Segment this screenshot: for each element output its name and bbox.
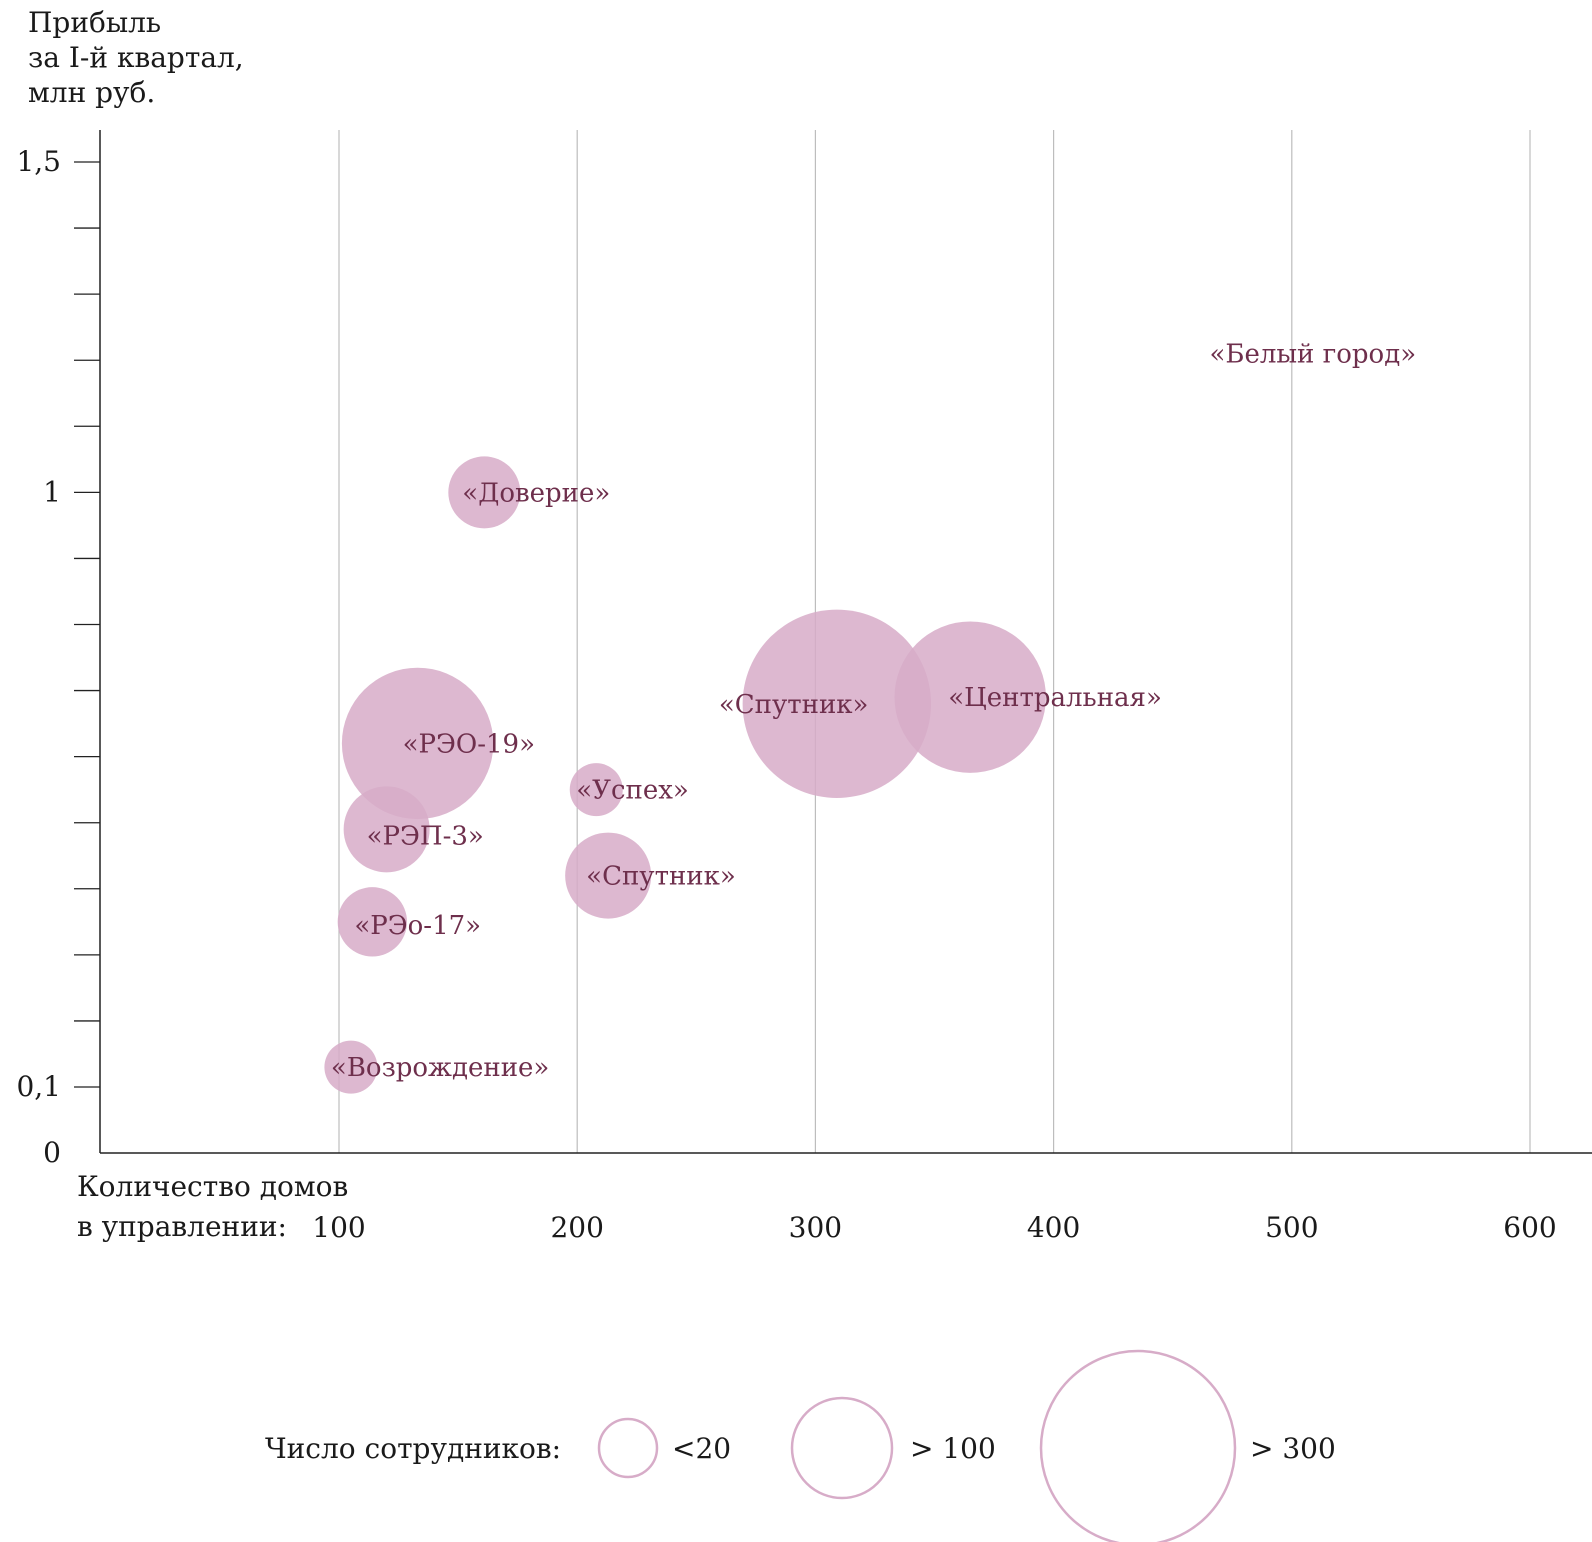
legend-label: > 300 <box>1250 1432 1336 1465</box>
legend-label: <20 <box>672 1432 731 1465</box>
y-axis-title-line: за I-й квартал, <box>28 41 244 74</box>
x-tick-label: 400 <box>1027 1211 1080 1244</box>
legend-title: Число сотрудников: <box>265 1432 561 1465</box>
bubble <box>341 667 494 820</box>
bubble-label: «Доверие» <box>462 478 610 508</box>
bubbles <box>324 456 1046 1094</box>
legend: Число сотрудников: <20 > 100 > 300 <box>265 1349 1336 1542</box>
bubble-label: «РЭо-17» <box>354 911 481 941</box>
y-axis-title-line: Прибыль <box>28 6 161 39</box>
bubble-label: «Спутник» <box>586 862 736 892</box>
x-tick-label: 100 <box>312 1211 365 1244</box>
bubble-label: «Успех» <box>576 776 689 806</box>
bubble <box>343 786 430 873</box>
y-tick-label: 1,5 <box>16 145 61 178</box>
legend-circle <box>597 1417 659 1479</box>
x-axis-title-line: в управлении: <box>77 1210 287 1243</box>
bubble <box>742 609 932 798</box>
y-tick-label: 1 <box>43 475 61 508</box>
x-tick-label: 500 <box>1265 1211 1318 1244</box>
bubble <box>337 887 408 957</box>
bubble <box>894 621 1046 773</box>
bubble <box>324 1040 378 1094</box>
legend-label: > 100 <box>910 1432 996 1465</box>
bubble-label: «РЭП-3» <box>367 821 484 851</box>
y-tick-label: 0 <box>43 1136 61 1169</box>
bubble-label: «Белый город» <box>1209 340 1416 370</box>
axes <box>74 130 1592 1154</box>
legend-circle <box>790 1396 894 1500</box>
y-tick-label: 0,1 <box>16 1070 61 1103</box>
bubble-labels: «Доверие» «Спутник» «Центральная» «РЭО-19» «… <box>331 340 1416 1084</box>
y-axis-title-line: млн руб. <box>28 76 155 109</box>
x-tick-label: 600 <box>1503 1211 1556 1244</box>
x-tick-label: 300 <box>789 1211 842 1244</box>
bubble <box>565 832 652 919</box>
bubble-label: «Возрождение» <box>331 1053 549 1083</box>
bubble-label: «Спутник» <box>719 690 869 720</box>
bubble <box>448 456 521 529</box>
bubble-label: «РЭО-19» <box>403 729 535 759</box>
x-axis-title-line: Количество домов <box>77 1170 348 1203</box>
x-tick-label: 200 <box>550 1211 603 1244</box>
bubble <box>569 763 623 817</box>
legend-circle <box>1039 1349 1237 1542</box>
bubble-label: «Центральная» <box>948 683 1162 713</box>
